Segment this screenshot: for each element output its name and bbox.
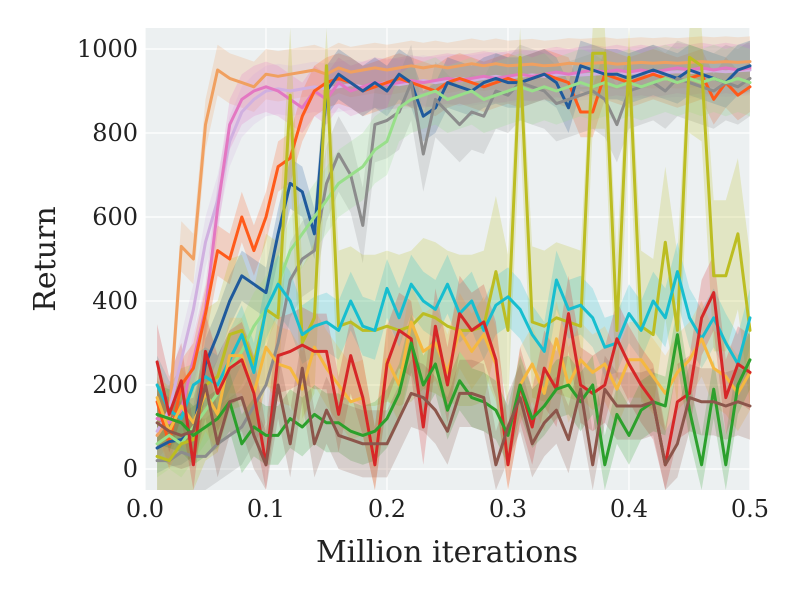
series-line-0 [155, 60, 752, 437]
series-line-3 [155, 72, 752, 446]
x-tick-label: 0.4 [610, 495, 648, 523]
y-tick-label: 1000 [77, 35, 138, 63]
x-tick-label: 0.1 [247, 495, 285, 523]
series-band-8 [157, 242, 751, 448]
x-axis-label: Million iterations [316, 535, 578, 570]
y-tick-label: 600 [92, 203, 138, 231]
y-tick-label: 400 [92, 287, 138, 315]
series-line-6 [155, 76, 752, 446]
y-tick-label: 800 [92, 119, 138, 147]
series-band-1 [157, 44, 751, 457]
y-axis-ticks: 0 200 400 600 800 1000 [77, 35, 138, 483]
series-band-3 [157, 49, 751, 469]
x-tick-label: 0.5 [731, 495, 769, 523]
series-line-8 [155, 270, 752, 421]
series-band-9 [157, 284, 751, 490]
series-band-10 [157, 254, 751, 490]
y-tick-label: 0 [123, 455, 138, 483]
series-line-12 [155, 366, 752, 467]
x-axis-ticks: 0.0 0.1 0.2 0.3 0.4 0.5 [126, 495, 769, 523]
grid [144, 28, 751, 490]
y-tick-label: 200 [92, 371, 138, 399]
y-axis-label: Return [28, 206, 63, 311]
x-tick-label: 0.3 [489, 495, 527, 523]
series-line-10 [155, 291, 752, 467]
x-tick-label: 0.2 [368, 495, 406, 523]
series-lines [155, 51, 752, 467]
series-line-4 [155, 64, 752, 450]
series-band-6 [157, 44, 751, 478]
x-tick-label: 0.0 [126, 495, 164, 523]
